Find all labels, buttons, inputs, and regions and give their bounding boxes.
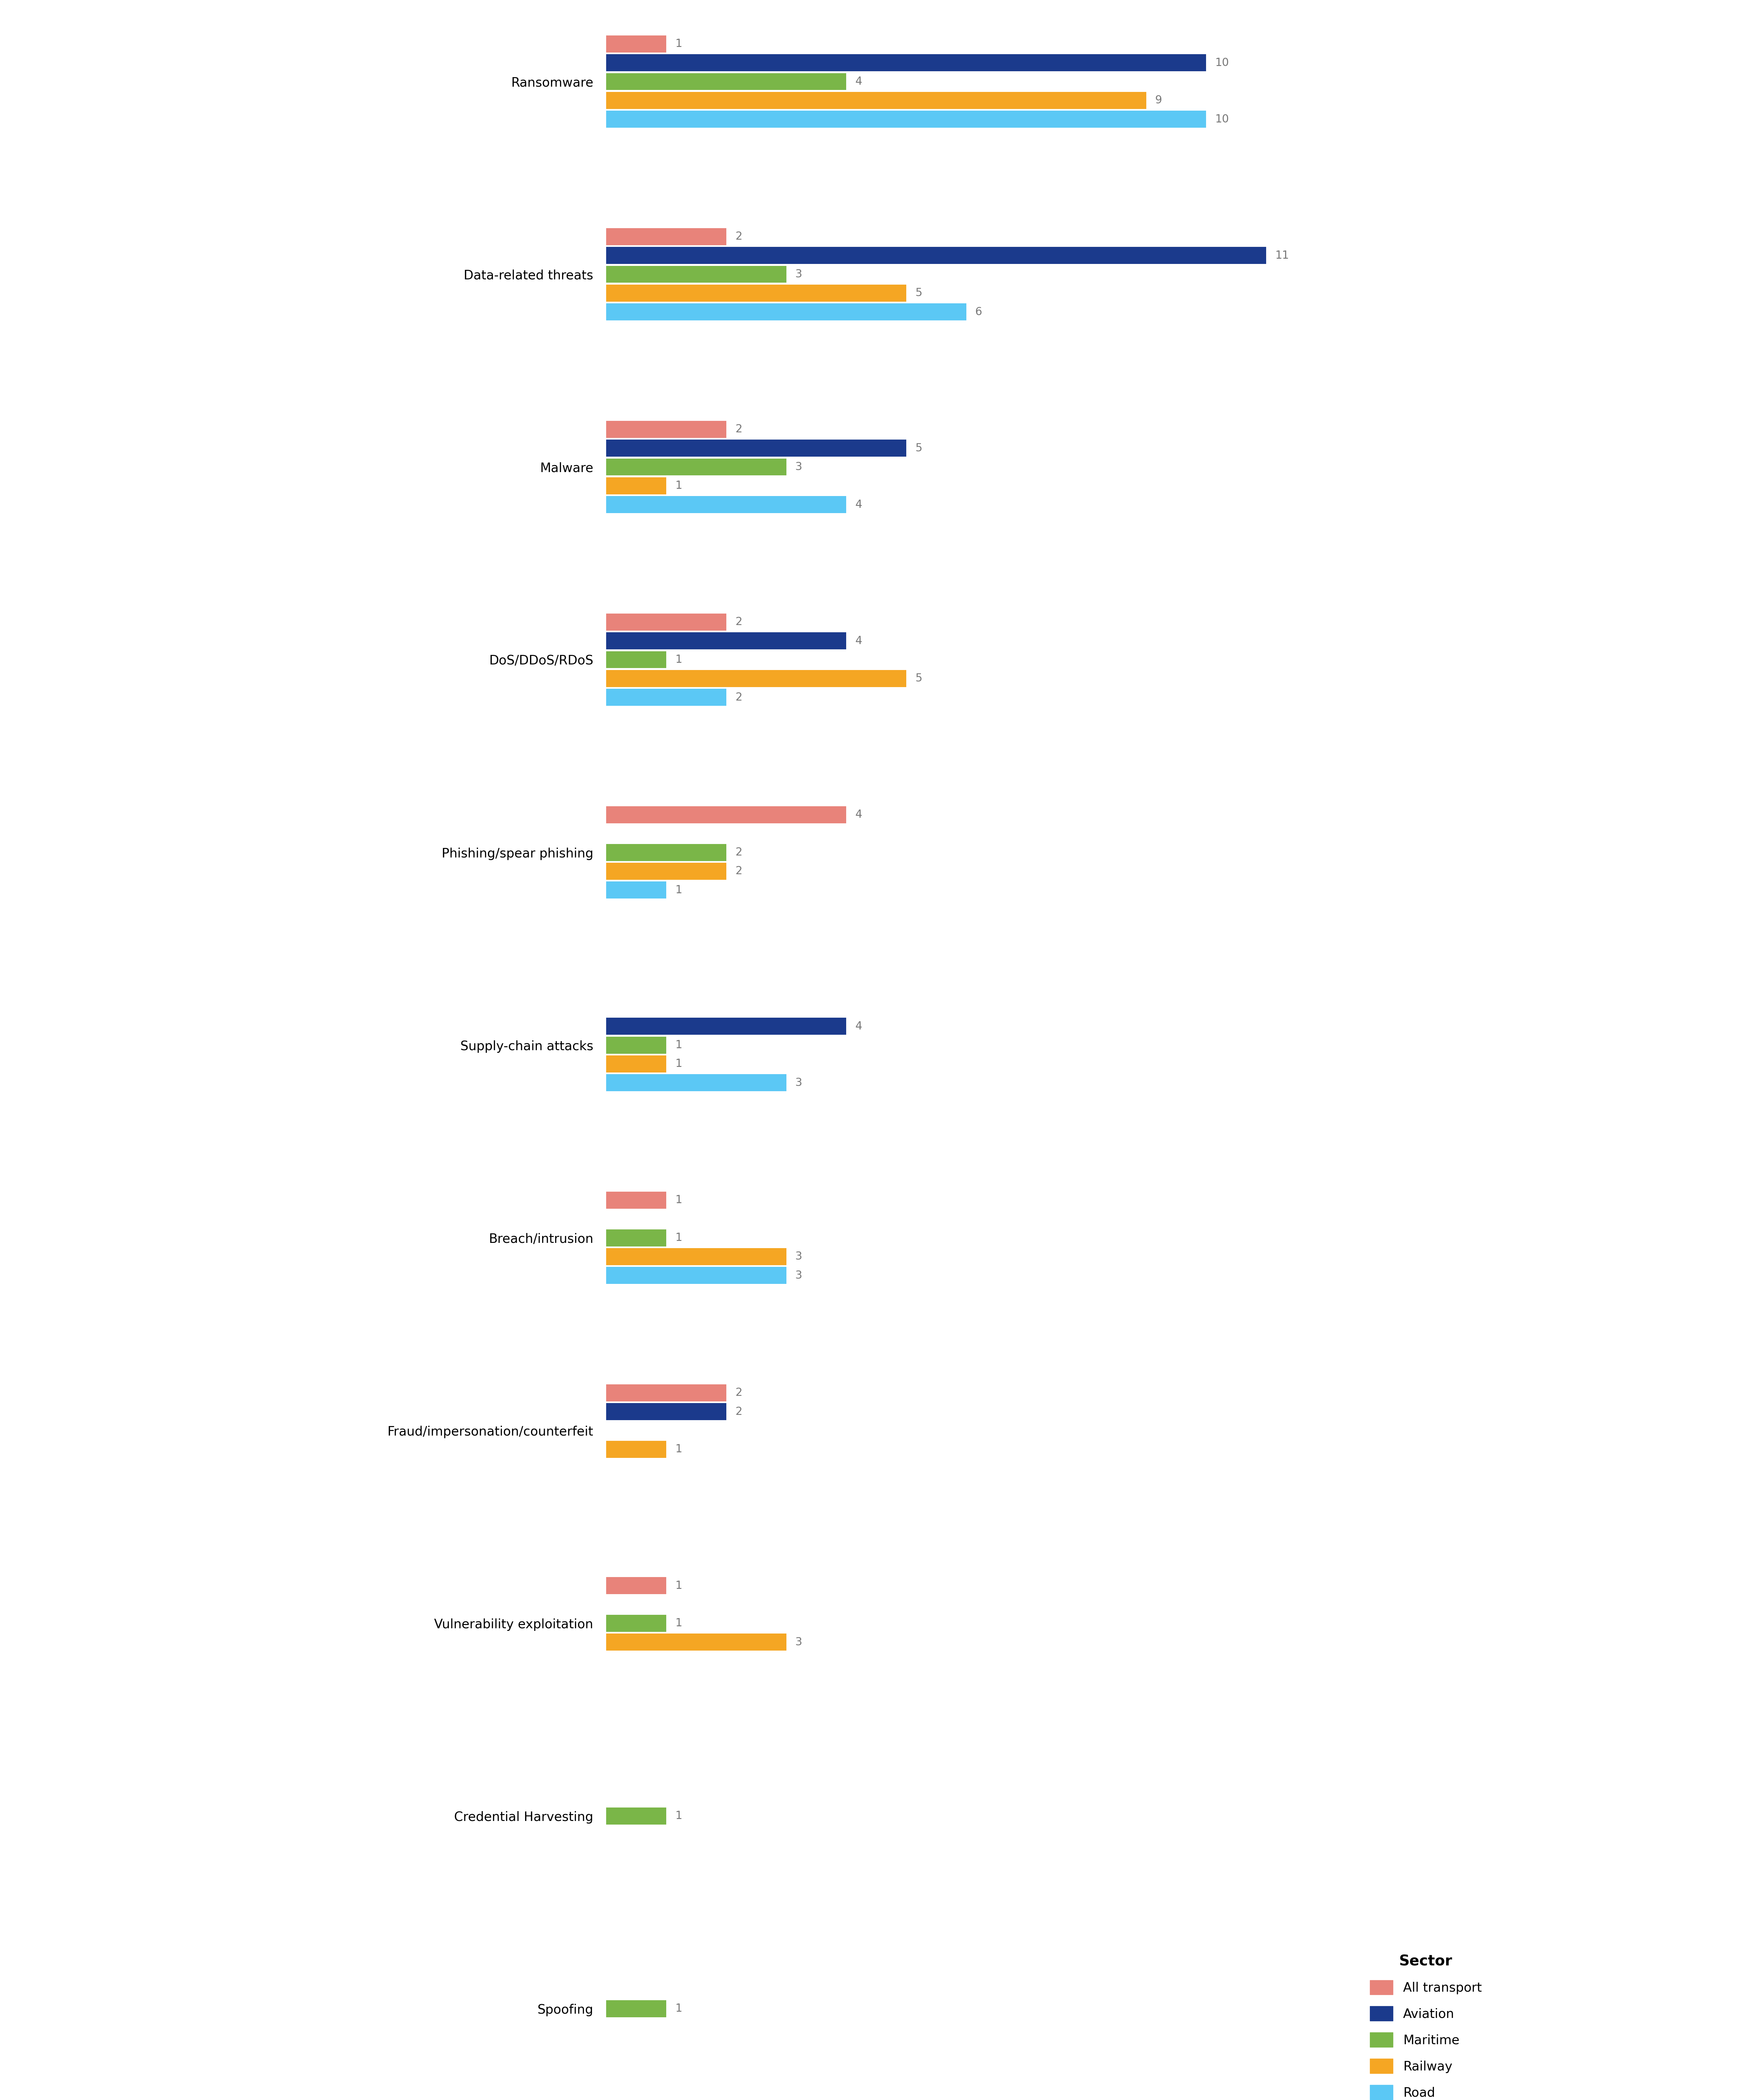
Text: 2: 2 (735, 865, 742, 876)
Text: 1: 1 (676, 38, 683, 48)
Bar (607, 1808, 666, 1825)
Bar (607, 863, 726, 880)
Bar (607, 1615, 666, 1632)
Bar (607, 689, 726, 706)
Text: 1: 1 (676, 1195, 683, 1205)
Bar (607, 651, 666, 668)
Text: 3: 3 (796, 1252, 803, 1262)
Text: 5: 5 (916, 674, 923, 685)
Bar (607, 1037, 666, 1054)
Bar (607, 1247, 786, 1264)
Text: 4: 4 (855, 76, 862, 86)
Bar (607, 477, 666, 494)
Bar (607, 1384, 726, 1401)
Text: 4: 4 (855, 1021, 862, 1031)
Bar (607, 248, 1267, 265)
Bar (607, 458, 786, 475)
Bar (607, 55, 1206, 71)
Text: 5: 5 (916, 288, 923, 298)
Bar (607, 74, 846, 90)
Bar (607, 36, 666, 53)
Text: 10: 10 (1215, 57, 1229, 67)
Text: 3: 3 (796, 1077, 803, 1088)
Bar (607, 420, 726, 437)
Bar (607, 1999, 666, 2018)
Text: 2: 2 (735, 846, 742, 857)
Text: 1: 1 (676, 655, 683, 666)
Text: 5: 5 (916, 443, 923, 454)
Bar (607, 496, 846, 512)
Text: 1: 1 (676, 1579, 683, 1592)
Text: 2: 2 (735, 1388, 742, 1399)
Bar (607, 1191, 666, 1210)
Text: 4: 4 (855, 636, 862, 647)
Bar (607, 286, 905, 302)
Text: 2: 2 (735, 691, 742, 704)
Text: 3: 3 (796, 1270, 803, 1281)
Text: 1: 1 (676, 884, 683, 895)
Bar (607, 1075, 786, 1092)
Bar (607, 92, 1147, 109)
Text: 1: 1 (676, 1058, 683, 1069)
Bar (607, 1441, 666, 1457)
Text: 1: 1 (676, 2003, 683, 2014)
Text: 2: 2 (735, 1407, 742, 1418)
Bar (607, 111, 1206, 128)
Bar (607, 1634, 786, 1651)
Text: 2: 2 (735, 424, 742, 435)
Text: 1: 1 (676, 1040, 683, 1050)
Bar (607, 1577, 666, 1594)
Text: 1: 1 (676, 1617, 683, 1630)
Text: 1: 1 (676, 481, 683, 491)
Bar (607, 1266, 786, 1283)
Bar (607, 1403, 726, 1420)
Bar (607, 882, 666, 899)
Text: 1: 1 (676, 1810, 683, 1821)
Text: 3: 3 (796, 269, 803, 279)
Bar (607, 302, 966, 321)
Text: 3: 3 (796, 1636, 803, 1648)
Bar (607, 1228, 666, 1245)
Bar (607, 632, 846, 649)
Text: 11: 11 (1276, 250, 1290, 260)
Text: 9: 9 (1156, 94, 1163, 105)
Text: 1: 1 (676, 1233, 683, 1243)
Bar (607, 1056, 666, 1073)
Bar (607, 844, 726, 861)
Bar (607, 267, 786, 284)
Text: 2: 2 (735, 231, 742, 242)
Text: 4: 4 (855, 500, 862, 510)
Bar (607, 229, 726, 246)
Bar (607, 806, 846, 823)
Bar (607, 439, 905, 456)
Text: 4: 4 (855, 809, 862, 821)
Text: 3: 3 (796, 462, 803, 472)
Bar (607, 613, 726, 630)
Text: 2: 2 (735, 617, 742, 628)
Text: 1: 1 (676, 1445, 683, 1455)
Legend: All transport, Aviation, Maritime, Railway, Road: All transport, Aviation, Maritime, Railw… (1370, 1955, 1483, 2100)
Bar (607, 1018, 846, 1035)
Text: 10: 10 (1215, 113, 1229, 124)
Text: 6: 6 (975, 307, 982, 317)
Bar (607, 670, 905, 687)
